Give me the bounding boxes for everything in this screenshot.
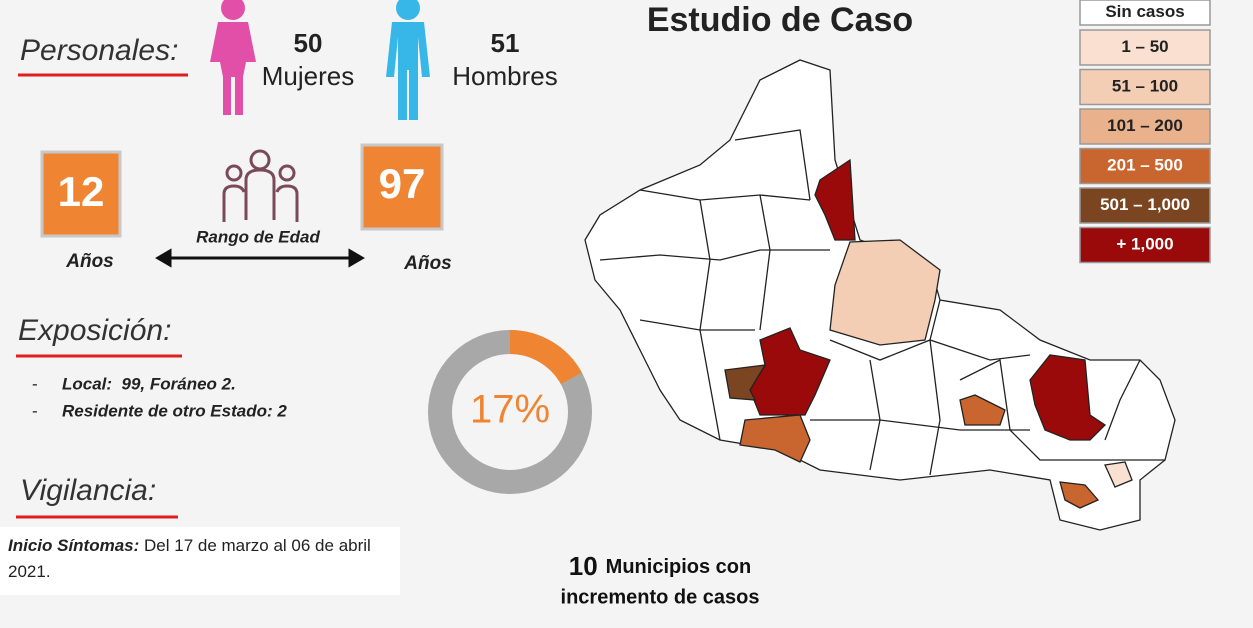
age-unit: Años	[65, 251, 114, 272]
legend-label: 101 – 200	[1107, 116, 1183, 135]
women-count: 50	[294, 28, 323, 58]
note-label: Inicio Síntomas:	[8, 536, 140, 555]
title: Estudio de Caso	[647, 1, 913, 39]
age-min: 12	[58, 168, 105, 215]
bullet: -	[32, 401, 38, 420]
municipios-text: 10 Municipios con	[569, 551, 751, 581]
legend: Sin casos 1 – 50 51 – 100 101 – 200 201 – 50…	[1079, 0, 1211, 264]
men-count: 51	[491, 28, 520, 58]
legend-label: 51 – 100	[1112, 76, 1178, 95]
borders	[599, 129, 1165, 476]
section-heading: Personales:	[20, 34, 178, 67]
note-text: Inicio Síntomas: Del 17 de marzo al 06 d…	[8, 533, 388, 585]
municipios-count: 10	[569, 551, 598, 581]
municipality	[829, 239, 941, 346]
legend-label: 501 – 1,000	[1100, 195, 1190, 214]
women-label: Mujeres	[262, 61, 354, 91]
legend-swatch	[1079, 0, 1211, 26]
municipality	[739, 414, 811, 463]
municipios-line2: incremento de casos	[561, 586, 760, 608]
section-heading: Vigilancia:	[20, 474, 156, 507]
age-unit: Años	[403, 253, 452, 274]
municipality	[1104, 461, 1133, 488]
group-icon	[222, 149, 299, 222]
note-box	[0, 527, 400, 595]
age-max: 97	[379, 160, 426, 207]
age-box	[360, 143, 444, 231]
municipality	[724, 364, 767, 401]
legend-label: Sin casos	[1105, 2, 1184, 21]
note-body: Del 17 de marzo al 06 de abril 2021.	[8, 536, 371, 581]
map	[584, 59, 1176, 531]
bullet: -	[32, 374, 38, 393]
donut-label: 17%	[470, 388, 550, 432]
range-arrow	[155, 248, 365, 268]
municipios-line1: Municipios con	[606, 556, 752, 578]
municipality	[814, 158, 856, 241]
legend-swatch	[1079, 187, 1211, 224]
men-label: Hombres	[452, 61, 557, 91]
legend-swatch	[1079, 68, 1211, 106]
man-icon	[386, 0, 430, 120]
legend-label: + 1,000	[1116, 234, 1173, 253]
legend-swatch	[1079, 29, 1211, 66]
exposure-item: Residente de otro Estado: 2	[62, 401, 287, 420]
municipality	[959, 394, 1006, 426]
note: Inicio Síntomas: Del 17 de marzo al 06 d…	[8, 533, 388, 585]
woman-icon	[210, 0, 256, 115]
municipality	[1059, 481, 1100, 509]
legend-swatch	[1079, 226, 1211, 264]
section-heading: Exposición:	[18, 314, 171, 347]
municipality	[1029, 354, 1107, 441]
age-range-label: Rango de Edad	[196, 227, 320, 246]
legend-swatch	[1079, 147, 1211, 185]
age-box	[40, 150, 122, 238]
legend-label: 1 – 50	[1121, 37, 1168, 56]
donut-arc	[509, 330, 582, 385]
legend-label: 201 – 500	[1107, 155, 1183, 174]
exposure-item: Local: 99, Foráneo 2.	[62, 374, 236, 393]
legend-swatch	[1079, 108, 1211, 145]
